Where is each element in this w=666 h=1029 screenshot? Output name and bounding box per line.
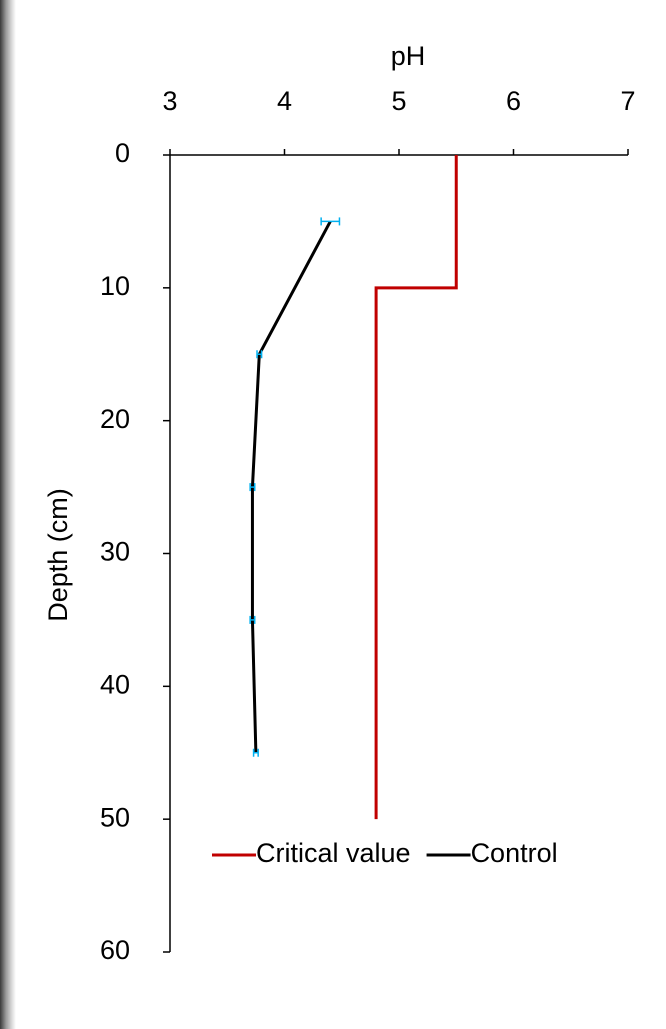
- y-tick-label: 50: [100, 802, 130, 832]
- chart: pH Depth (cm) 3 4 5 6 7 0 10 20 30 40 50 60 Critical…: [0, 0, 666, 1029]
- x-tick-label: 6: [506, 86, 521, 116]
- y-tick-label: 0: [115, 138, 130, 168]
- x-axis-title: pH: [391, 41, 426, 71]
- x-tick-label: 5: [391, 86, 406, 116]
- x-tick-label: 3: [162, 86, 177, 116]
- y-axis-title: Depth (cm): [43, 488, 73, 622]
- chart-area: [16, 8, 666, 1029]
- y-tick-label: 30: [100, 537, 130, 567]
- legend-label: Control: [471, 838, 558, 868]
- y-tick-label: 40: [100, 669, 130, 699]
- page: pH Depth (cm) 3 4 5 6 7 0 10 20 30 40 50 60 Critical…: [0, 0, 666, 1029]
- legend-label: Critical value: [256, 838, 411, 868]
- y-tick-label: 10: [100, 271, 130, 301]
- y-tick-label: 20: [100, 404, 130, 434]
- x-tick-label: 4: [277, 86, 292, 116]
- x-tick-label: 7: [620, 86, 635, 116]
- y-tick-label: 60: [100, 935, 130, 965]
